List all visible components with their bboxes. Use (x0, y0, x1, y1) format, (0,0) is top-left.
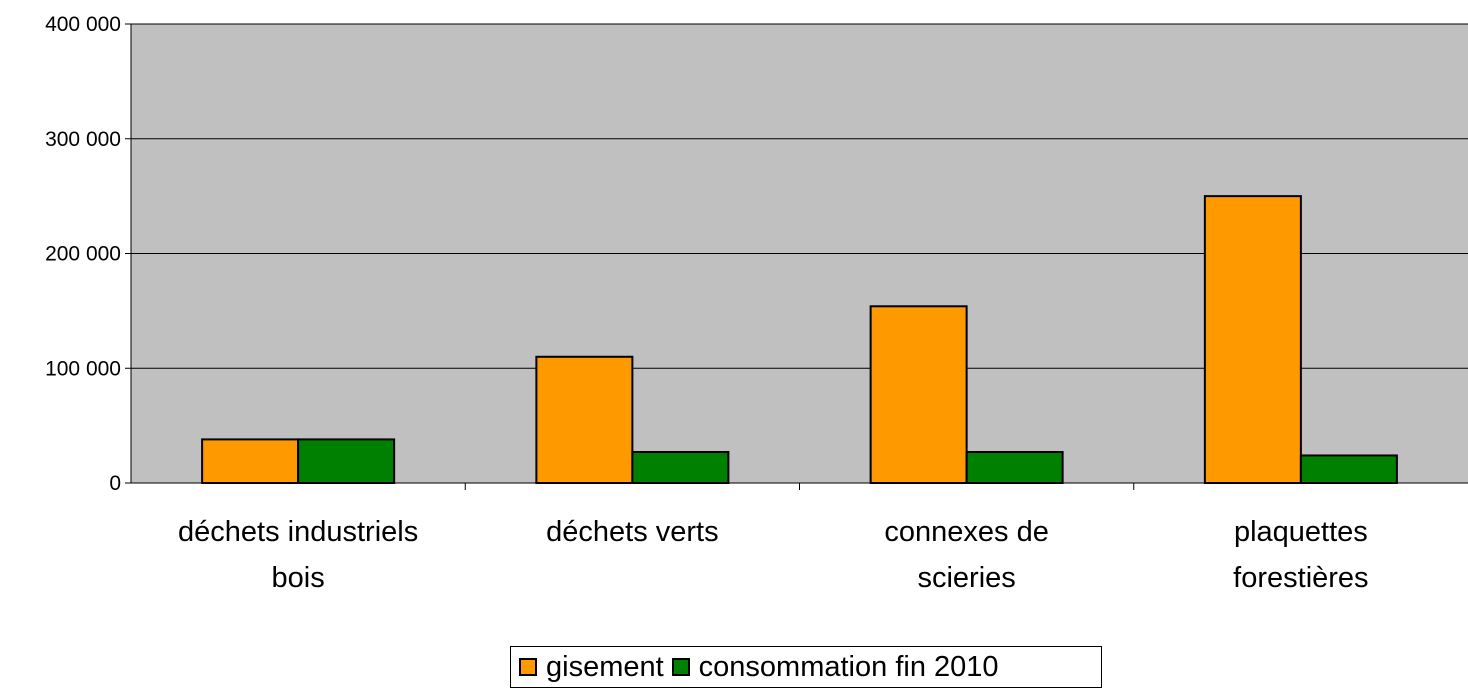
y-tick-label: 300 000 (45, 128, 121, 151)
legend-swatch-consommation (671, 658, 690, 676)
legend-item-consommation: consommation fin 2010 (671, 650, 999, 684)
x-tick-label: déchets industriels bois (178, 516, 418, 594)
y-tick-label: 0 (109, 472, 121, 495)
x-tick-label: connexes de scieries (884, 516, 1048, 594)
legend-label-gisement: gisement (546, 650, 664, 683)
bar-consommation (297, 438, 396, 484)
legend: gisement consommation fin 2010 (510, 646, 1102, 688)
legend-swatch-gisement (519, 658, 537, 676)
legend-label-consommation: consommation fin 2010 (698, 650, 999, 683)
bar-gisement (869, 305, 968, 484)
bar-gisement (1203, 195, 1302, 484)
legend-item-gisement: gisement (519, 651, 664, 684)
x-tick-label: déchets verts (546, 516, 718, 548)
bar-consommation (631, 451, 730, 484)
y-tick-label: 200 000 (45, 243, 121, 266)
bar-gisement (535, 355, 634, 484)
y-tick-label: 100 000 (45, 357, 121, 380)
bar-consommation (965, 451, 1064, 484)
bar-consommation (1299, 454, 1398, 484)
x-tick-label: plaquettes forestières (1233, 516, 1368, 594)
bar-gisement (201, 438, 300, 484)
y-tick-label: 400 000 (45, 13, 121, 36)
